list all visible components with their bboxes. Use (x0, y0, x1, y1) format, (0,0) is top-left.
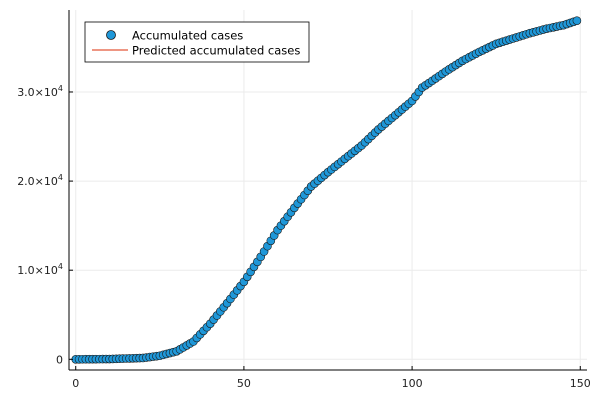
y-tick-label: 1.0×104 (17, 262, 63, 277)
y-tick-labels: 0 1.0×104 2.0×104 3.0×104 (17, 84, 63, 366)
grid (69, 10, 587, 370)
y-tick-label: 3.0×104 (17, 84, 63, 99)
axes (68, 10, 587, 371)
y-tick-label: 0 (56, 353, 63, 366)
x-tick-label: 50 (237, 377, 251, 390)
accumulated-series (71, 16, 582, 364)
predicted-series (75, 19, 578, 361)
legend-box (84, 21, 310, 63)
legend-label-predicted: Predicted accumulated cases (132, 44, 300, 58)
legend-marker-accumulated (106, 30, 116, 40)
legend: Accumulated cases Predicted accumulated … (84, 21, 310, 63)
x-tick-label: 100 (402, 377, 423, 390)
x-tick-labels: 0 50 100 150 (72, 377, 591, 390)
x-tick-label: 0 (72, 377, 79, 390)
data-point (572, 16, 582, 25)
x-tick-label: 150 (570, 377, 591, 390)
y-tick-label: 2.0×104 (17, 173, 63, 188)
legend-label-accumulated: Accumulated cases (132, 29, 243, 43)
predicted-line (75, 19, 578, 361)
